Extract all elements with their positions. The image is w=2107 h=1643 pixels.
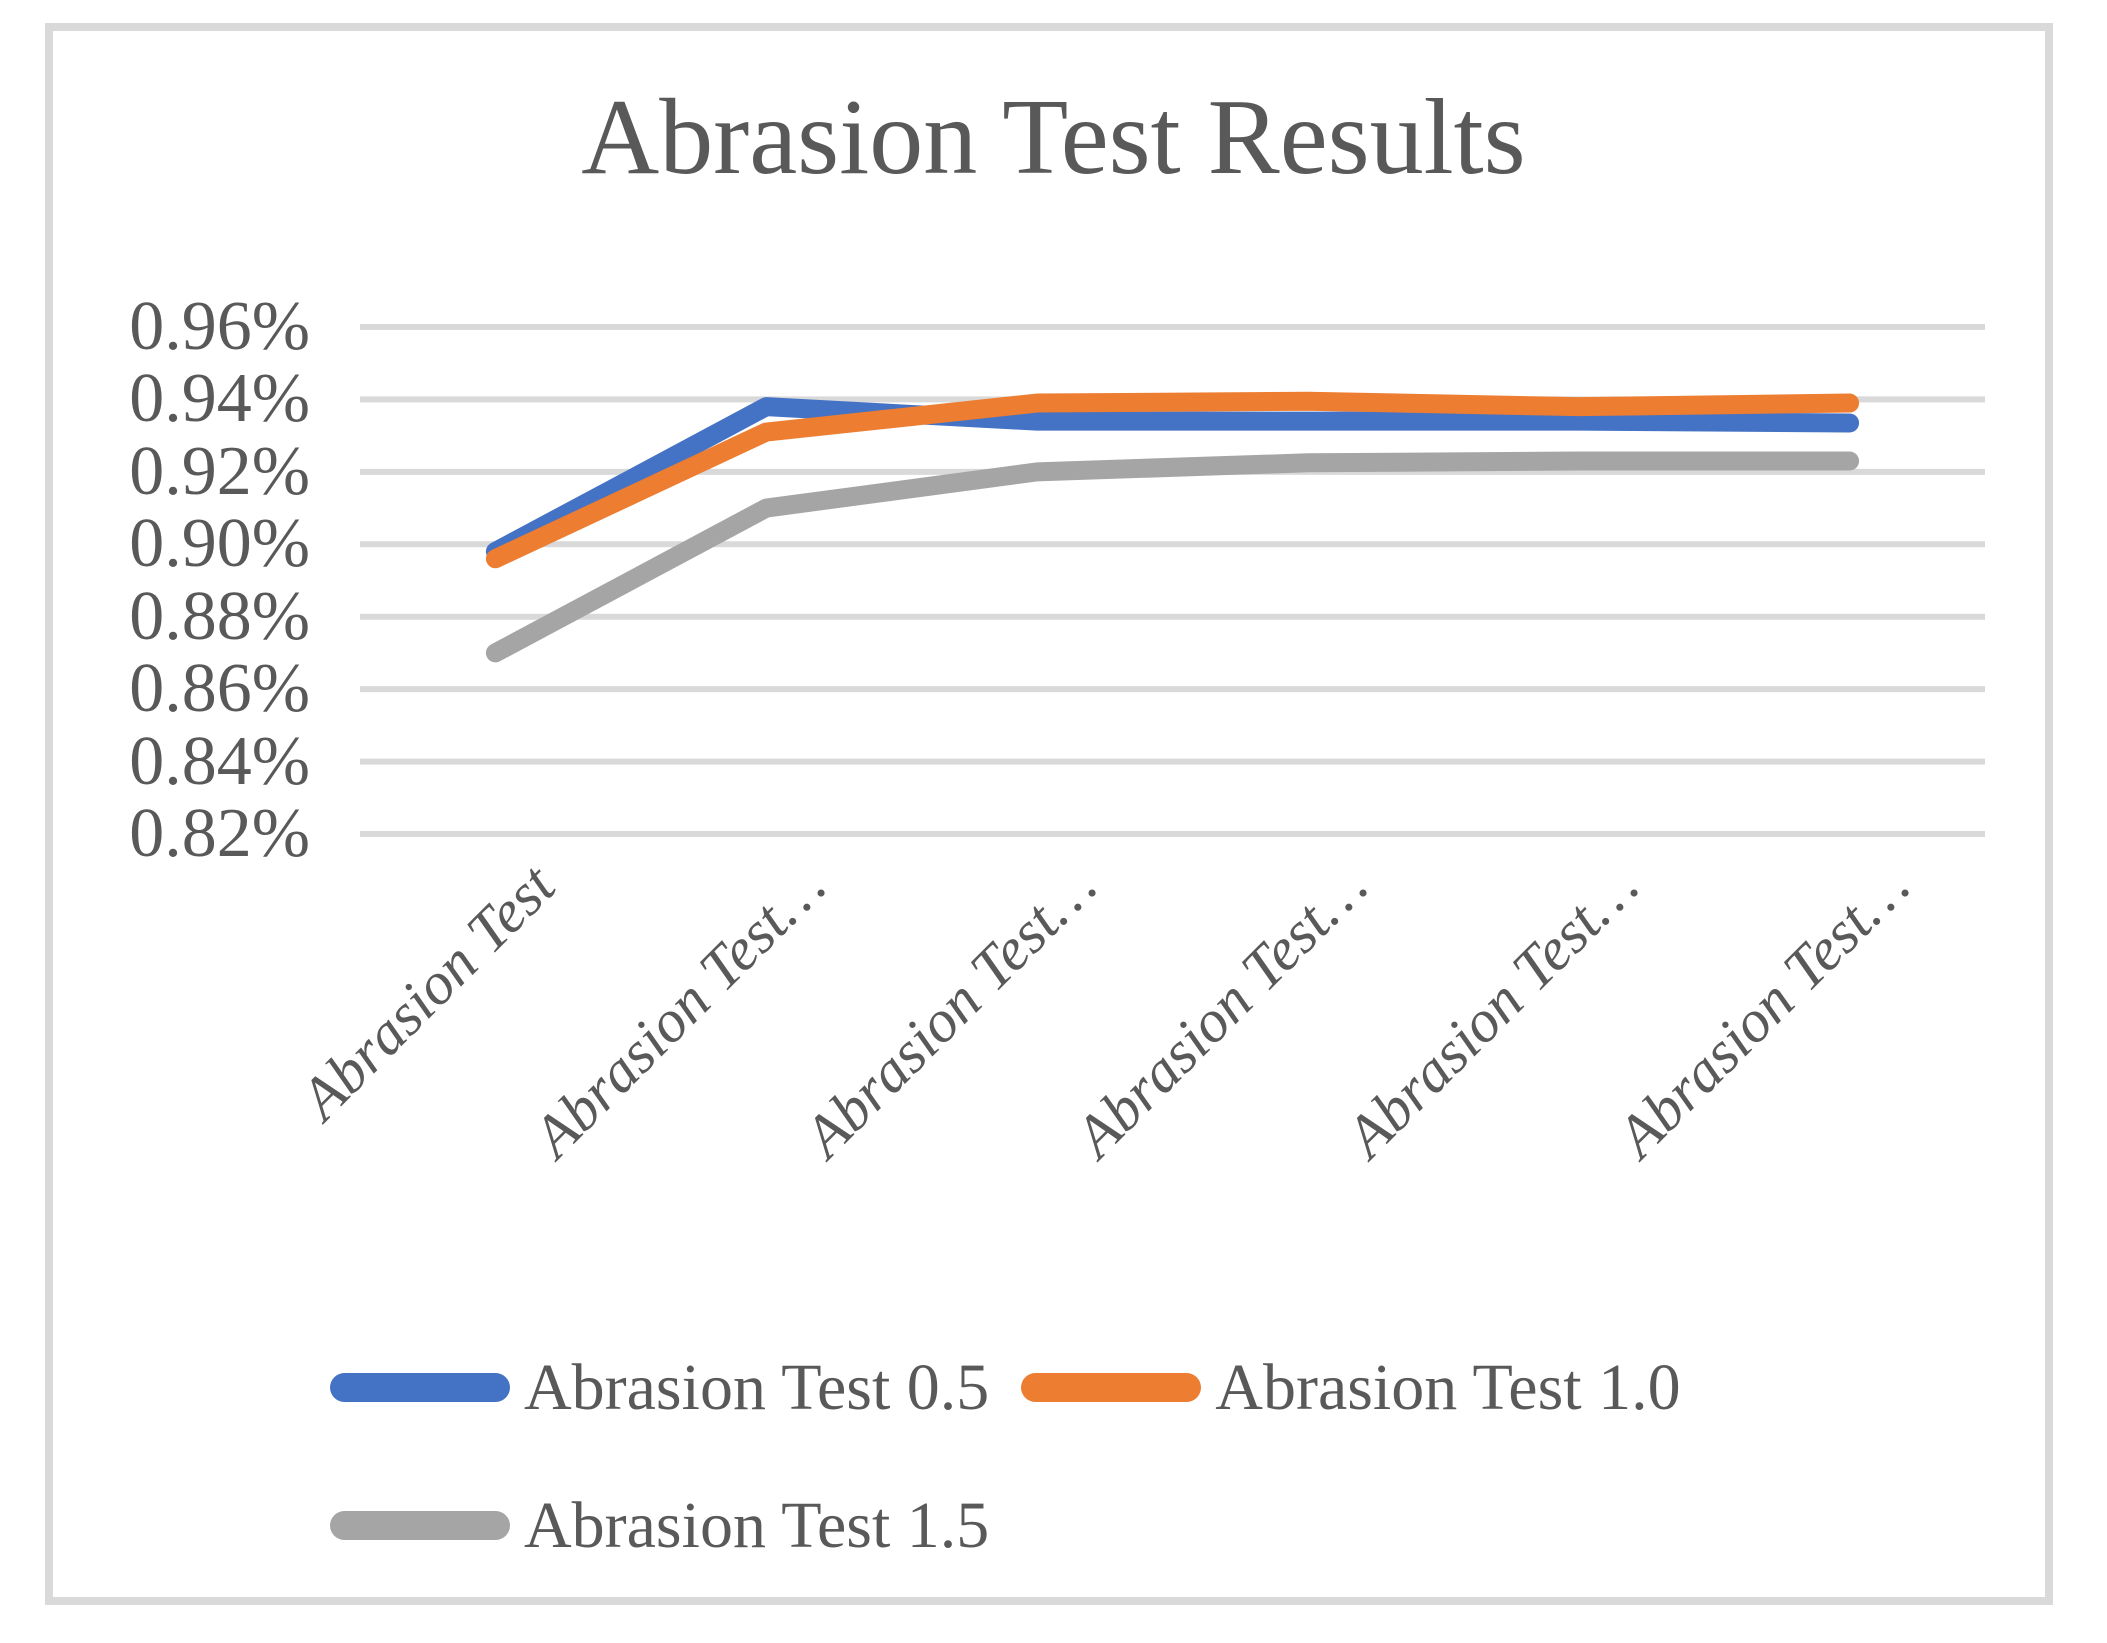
y-tick-label: 0.82%	[129, 795, 310, 872]
legend-label: Abrasion Test 1.5	[524, 1489, 990, 1562]
chart-title: Abrasion Test Results	[581, 78, 1526, 197]
legend-row: Abrasion Test 0.5 Abrasion Test 1.0	[330, 1350, 1699, 1426]
chart-border	[45, 23, 2053, 1605]
series-line-abrasion-test-1.0	[485, 391, 1860, 569]
y-tick-label: 0.88%	[129, 577, 310, 655]
legend-label: Abrasion Test 0.5	[524, 1351, 990, 1424]
y-tick-label: 0.84%	[129, 722, 310, 800]
y-tick-label: 0.90%	[129, 505, 310, 583]
legend-swatch-abrasion-test-1.0	[1021, 1373, 1202, 1403]
y-tick-label: 0.86%	[129, 650, 310, 728]
legend-label: Abrasion Test 1.0	[1215, 1351, 1681, 1424]
y-tick-label: 0.94%	[129, 360, 310, 438]
legend-swatch-abrasion-test-1.5	[330, 1511, 510, 1541]
legend-swatch-abrasion-test-0.5	[330, 1373, 510, 1403]
series-line-abrasion-test-0.5	[485, 397, 1860, 562]
series-line-abrasion-test-1.5	[485, 451, 1860, 663]
y-tick-label: 0.92%	[129, 432, 310, 510]
legend-row: Abrasion Test 1.5	[330, 1488, 1007, 1564]
y-tick-label: 0.96%	[129, 288, 310, 365]
